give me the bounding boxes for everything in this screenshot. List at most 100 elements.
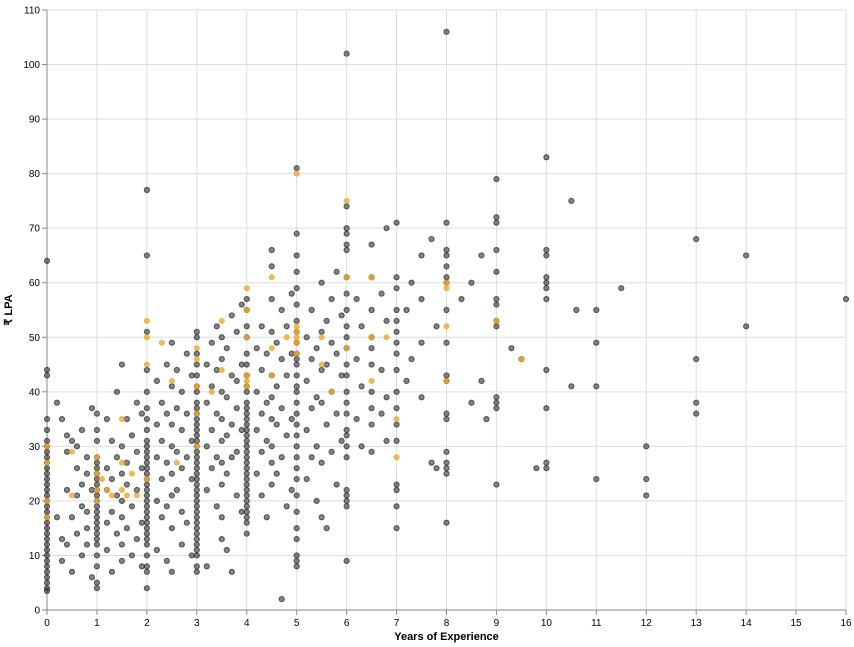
highlight-point [168, 377, 175, 385]
data-point [103, 465, 111, 472]
data-point [43, 437, 51, 445]
data-point [243, 421, 250, 428]
data-point [293, 388, 300, 395]
x-tick-label: 6 [344, 618, 350, 629]
data-point [293, 383, 300, 390]
data-point [278, 355, 285, 363]
highlight-point [243, 306, 250, 314]
data-point [493, 481, 500, 488]
data-point [318, 399, 325, 406]
data-point [543, 274, 550, 281]
data-point [43, 372, 51, 379]
data-point [193, 328, 200, 335]
highlight-point [343, 345, 350, 352]
highlight-point [443, 323, 450, 330]
data-point [193, 486, 200, 494]
data-point [568, 383, 575, 390]
data-point [243, 443, 250, 450]
data-point [593, 306, 600, 314]
y-tick-label: 80 [29, 169, 41, 180]
data-point [163, 361, 170, 368]
data-point [83, 541, 91, 548]
x-tick-label: 16 [840, 618, 852, 629]
data-point [343, 246, 350, 254]
data-point [203, 399, 210, 406]
x-tick-label: 13 [691, 618, 703, 629]
data-point [208, 426, 215, 434]
data-point [233, 492, 240, 499]
highlight-point [143, 334, 150, 341]
data-point [258, 323, 265, 330]
data-point [273, 421, 280, 428]
data-point [693, 410, 700, 417]
data-point [158, 437, 165, 445]
data-point [288, 415, 295, 423]
y-tick-label: 110 [24, 6, 40, 17]
data-point [393, 317, 400, 325]
data-point [193, 350, 200, 357]
data-point [43, 508, 51, 515]
data-point [168, 383, 175, 390]
data-point [168, 568, 175, 575]
data-point [93, 535, 101, 543]
data-point [293, 563, 300, 570]
x-tick-label: 2 [144, 618, 150, 629]
data-point [353, 355, 360, 363]
data-point [213, 503, 220, 510]
data-point [318, 366, 325, 374]
data-point [743, 252, 750, 259]
data-point [343, 497, 350, 505]
highlight-point [218, 317, 225, 325]
data-point [128, 432, 135, 439]
highlight-point [393, 415, 400, 423]
data-point [143, 497, 150, 505]
data-point [393, 486, 400, 494]
data-point [393, 481, 400, 488]
data-point [308, 306, 315, 314]
data-point [223, 432, 230, 439]
data-point [203, 486, 210, 494]
data-point [43, 525, 51, 532]
highlight-point [193, 355, 200, 363]
data-point [428, 235, 435, 243]
data-point [293, 432, 300, 439]
y-tick-label: 0 [34, 606, 40, 617]
highlight-point [443, 285, 450, 292]
data-point [153, 421, 160, 428]
data-point [43, 563, 51, 570]
data-point [283, 432, 290, 439]
data-point [393, 328, 400, 335]
data-point [408, 355, 415, 363]
data-point [93, 541, 101, 548]
data-point [368, 388, 375, 395]
data-point [263, 437, 270, 445]
data-point [533, 465, 540, 472]
data-point [183, 519, 190, 526]
data-point [483, 415, 490, 423]
data-point [238, 426, 245, 434]
data-point [593, 475, 600, 483]
data-point [543, 295, 550, 303]
data-point [443, 415, 450, 423]
data-point [193, 470, 200, 477]
highlight-point [293, 170, 300, 177]
data-point [83, 470, 91, 477]
highlight-point [143, 361, 150, 368]
data-point [168, 339, 175, 346]
data-point [393, 503, 400, 510]
data-point [403, 306, 410, 314]
data-point [293, 475, 300, 483]
data-point [293, 443, 300, 450]
data-point [43, 470, 51, 477]
y-tick-label: 10 [29, 551, 41, 562]
data-point [193, 519, 200, 526]
data-point [118, 443, 126, 450]
data-point [223, 470, 230, 477]
data-point [418, 252, 425, 259]
data-point [393, 366, 400, 374]
highlight-point [103, 486, 111, 494]
highlight-point [218, 366, 225, 374]
data-point [193, 481, 200, 488]
data-point [393, 274, 400, 281]
data-point [118, 541, 126, 548]
